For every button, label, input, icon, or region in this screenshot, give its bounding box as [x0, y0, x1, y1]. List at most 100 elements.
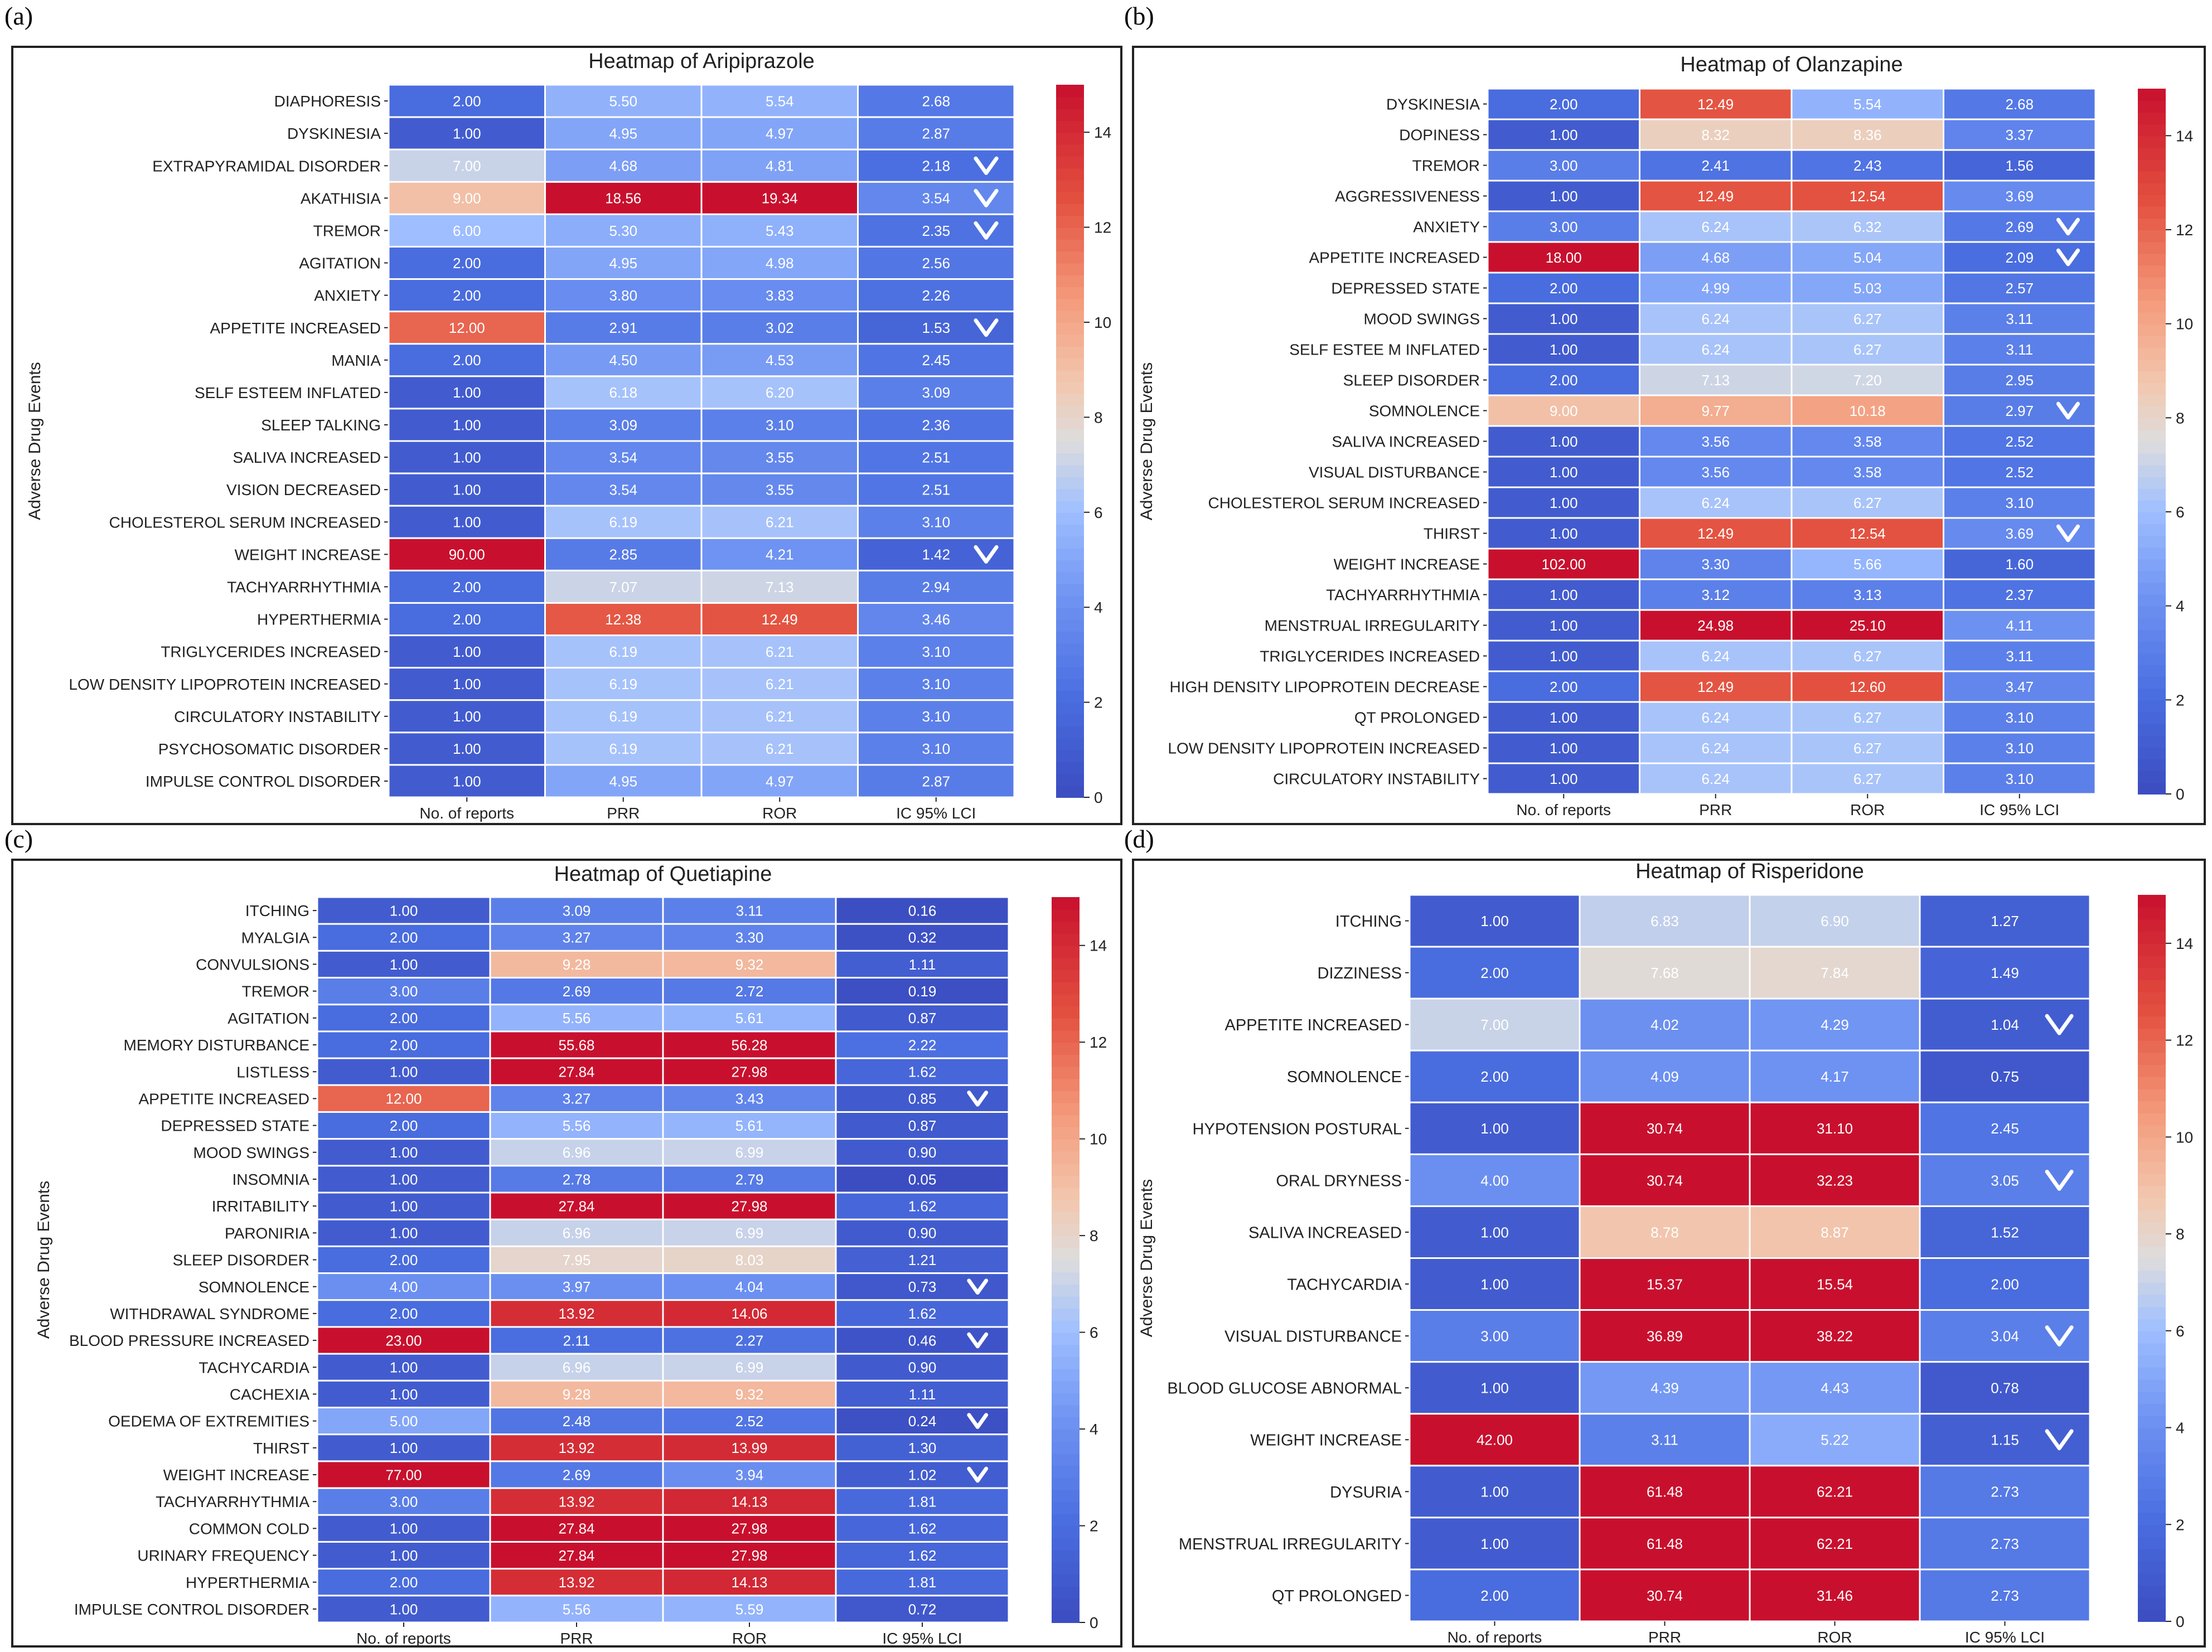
heatmap-cell	[1487, 701, 1640, 734]
row-label: WEIGHT INCREASE	[235, 546, 381, 563]
cell-value: 6.24	[1701, 311, 1730, 327]
heatmap-cell	[857, 472, 1015, 507]
cell-value: 6.24	[1701, 740, 1730, 757]
heatmap-cell	[1487, 149, 1640, 182]
colorbar-segment	[1056, 571, 1084, 584]
cell-value: 2.52	[735, 1413, 764, 1430]
heatmap-cell	[489, 1299, 664, 1328]
cell-value: 3.10	[2005, 740, 2034, 757]
row-label: WEIGHT INCREASE	[163, 1466, 309, 1484]
cell-value: 1.62	[908, 1305, 937, 1322]
heatmap-cell	[489, 1407, 664, 1436]
cell-value: 8.36	[1853, 127, 1882, 143]
cell-value: 5.03	[1853, 280, 1882, 297]
row-label: DEPRESSED STATE	[1331, 280, 1480, 297]
row-label: BLOOD GLUCOSE ABNORMAL	[1167, 1380, 1402, 1398]
colorbar-tick-label: 10	[2176, 316, 2193, 333]
cell-value: 6.24	[1701, 648, 1730, 665]
heatmap-cell	[835, 1487, 1010, 1516]
cell-value: 5.43	[766, 222, 794, 239]
cell-value: 2.00	[453, 611, 481, 628]
heatmap-cell	[489, 1245, 664, 1275]
colorbar-segment	[1056, 548, 1084, 560]
cell-value: 2.51	[922, 449, 950, 466]
cell-value: 3.37	[2005, 127, 2034, 143]
cell-value: 1.49	[1991, 965, 2019, 981]
cell-value: 3.00	[1550, 157, 1578, 174]
heatmap-cell	[544, 278, 703, 313]
colorbar-segment	[2138, 476, 2166, 489]
cell-value: 56.28	[731, 1036, 767, 1053]
colorbar-segment	[2138, 1185, 2166, 1198]
heatmap-cell	[489, 1218, 664, 1247]
cell-value: 5.00	[390, 1413, 418, 1430]
heatmap-cell	[835, 923, 1010, 952]
cell-value: 4.68	[609, 158, 637, 175]
column-label: No. of reports	[1448, 1629, 1542, 1646]
cell-value: 14.13	[731, 1494, 767, 1510]
column-label: ROR	[762, 805, 797, 822]
cell-value: 0.78	[1991, 1380, 2019, 1397]
colorbar-segment	[1056, 666, 1084, 679]
cell-value: 1.00	[453, 676, 481, 692]
heatmap-cell	[1919, 1049, 2091, 1103]
heatmap-cell	[1639, 425, 1793, 458]
colorbar-segment	[1052, 1066, 1080, 1079]
colorbar-segment	[1056, 441, 1084, 454]
heatmap-cell	[388, 699, 546, 734]
colorbar-tick-label: 2	[1090, 1518, 1098, 1535]
column-label: ROR	[1817, 1629, 1852, 1646]
cell-value: 3.13	[1853, 587, 1882, 603]
heatmap-cell	[835, 1084, 1010, 1113]
cell-value: 3.02	[766, 319, 794, 336]
heatmap-cell	[1749, 1101, 1921, 1155]
heatmap-cell	[1943, 88, 2097, 120]
colorbar-segment	[1052, 1525, 1080, 1539]
colorbar-segment	[1056, 702, 1084, 715]
cell-value: 1.81	[908, 1494, 937, 1510]
colorbar-segment	[2138, 895, 2166, 908]
cell-value: 2.52	[2005, 433, 2034, 450]
heatmap-cell	[316, 949, 491, 979]
cell-value: 4.50	[609, 352, 637, 369]
row-label: EXTRAPYRAMIDAL DISORDER	[152, 157, 381, 175]
cell-value: 1.00	[1480, 1224, 1509, 1241]
cell-value: 4.11	[2006, 617, 2033, 634]
colorbar-segment	[2138, 1597, 2166, 1610]
heatmap-cell	[700, 278, 859, 313]
cell-value: 4.39	[1650, 1380, 1679, 1397]
colorbar-segment	[1052, 1501, 1080, 1514]
heatmap-cell	[835, 977, 1010, 1006]
cell-value: 1.53	[922, 319, 950, 336]
colorbar-segment	[2138, 1246, 2166, 1259]
colorbar-segment	[2138, 617, 2166, 630]
cell-value: 62.21	[1817, 1484, 1853, 1500]
cell-value: 7.84	[1821, 965, 1849, 981]
panel-label-d: (d)	[1124, 825, 1154, 853]
heatmap-cell	[1408, 997, 1581, 1052]
panel-label-b: (b)	[1124, 2, 1154, 30]
cell-value: 3.54	[609, 449, 637, 466]
colorbar-segment	[2138, 265, 2166, 278]
cell-value: 4.53	[766, 352, 794, 369]
heatmap-cell	[1579, 1413, 1751, 1467]
cell-value: 1.02	[908, 1466, 937, 1483]
heatmap-cell	[544, 667, 703, 701]
cell-value: 2.56	[922, 255, 950, 272]
cell-value: 61.48	[1647, 1484, 1683, 1500]
colorbar-segment	[2138, 747, 2166, 759]
heatmap-cell	[1579, 1205, 1751, 1259]
cell-value: 8.32	[1701, 127, 1730, 143]
colorbar-segment	[2138, 312, 2166, 324]
heatmap-aripiprazole: Heatmap of Aripiprazole Adverse Drug Even…	[26, 50, 1111, 822]
colorbar-segment	[1052, 957, 1080, 971]
colorbar-segment	[1056, 405, 1084, 418]
heatmap-cell	[662, 1191, 837, 1220]
colorbar-segment	[1052, 1296, 1080, 1309]
cell-value: 27.84	[558, 1520, 594, 1537]
colorbar-segment	[2138, 1343, 2166, 1356]
cell-value: 3.54	[922, 190, 950, 207]
heatmap-cell	[1487, 731, 1640, 764]
cell-value: 27.98	[731, 1520, 767, 1537]
cell-value: 7.07	[609, 579, 637, 595]
